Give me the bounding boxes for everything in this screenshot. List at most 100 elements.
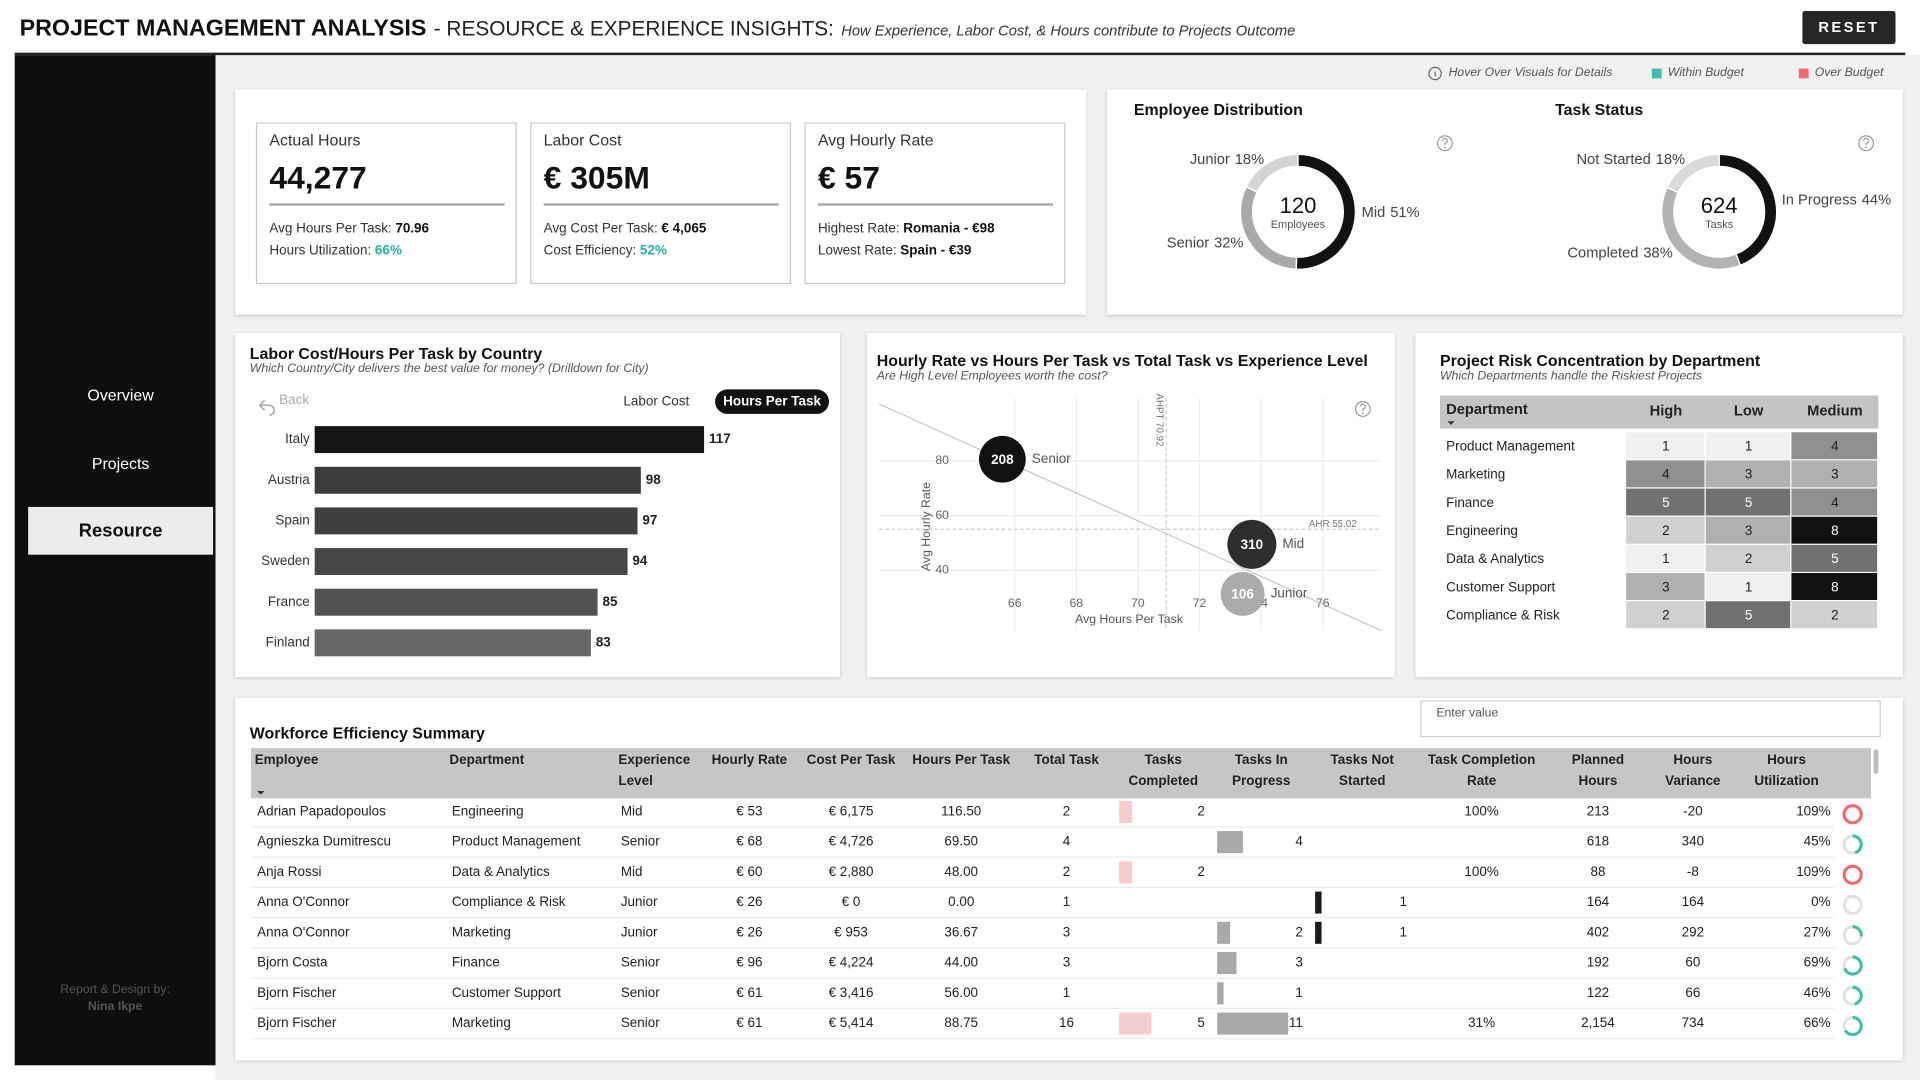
cell-text: 66%: [1804, 1015, 1831, 1030]
heat-cell: [1791, 573, 1878, 600]
kpi-detail: Avg Hours Per Task: 70.96: [269, 222, 429, 237]
bubble-name: Junior: [1271, 585, 1308, 600]
task-bar: [1217, 831, 1243, 854]
cell-text: 213: [1587, 803, 1609, 818]
cell-text: Mid: [621, 864, 643, 879]
toggle-button[interactable]: Hours Per Task: [715, 389, 829, 414]
cell-text: € 4,726: [829, 834, 874, 849]
cell-text: 56.00: [944, 985, 978, 1000]
cell-text: 27%: [1804, 924, 1831, 939]
heat-cell: [1705, 516, 1791, 544]
column-header: High: [1650, 403, 1683, 419]
chart-title: Labor Cost/Hours Per Task by Country: [249, 344, 543, 363]
cell-text: 164: [1682, 894, 1705, 909]
utilization-ring: [1842, 864, 1863, 885]
back-button[interactable]: Back: [279, 393, 310, 408]
cell-text: Customer Support: [452, 985, 561, 1000]
cell-value: 5: [1662, 495, 1669, 510]
y-tick-label: 60: [935, 508, 949, 522]
cell-text: 4: [1295, 834, 1303, 849]
cell-text: € 61: [736, 985, 762, 1000]
cell-text: Senior: [621, 1015, 660, 1030]
row-label: Finance: [1446, 495, 1494, 510]
row-label: Compliance & Risk: [1446, 607, 1560, 622]
bubble-name: Mid: [1282, 536, 1304, 551]
cell-text: Bjorn Costa: [257, 955, 328, 970]
slice-name: Not Started: [1576, 152, 1650, 168]
kpi-rule: [817, 203, 1054, 206]
chart-subtitle: Which Country/City delivers the best val…: [249, 362, 649, 376]
cell-text: 69%: [1804, 955, 1831, 970]
heat-cell: [1626, 601, 1705, 629]
kpi-detail-label: Lowest Rate:: [817, 243, 897, 259]
cell-text: 48.00: [944, 864, 978, 879]
help-icon-glyph: [1863, 137, 1870, 146]
help-icon: [1436, 135, 1453, 152]
donut-total-label: Employees: [1271, 219, 1326, 231]
cell-text: 2,154: [1581, 1015, 1615, 1030]
cell-text: € 61: [736, 1015, 762, 1030]
row-label: Customer Support: [1446, 579, 1555, 594]
chart-title: Project Risk Concentration by Department: [1440, 351, 1761, 370]
help-icon-dot: [1444, 146, 1446, 149]
cell-text: -8: [1687, 864, 1699, 879]
chart-subtitle: Which Departments handle the Riskiest Pr…: [1440, 369, 1703, 384]
bubble-name: Senior: [1032, 451, 1071, 466]
reset-button[interactable]: RESET: [1802, 11, 1896, 45]
cell-text: Agnieszka Dumitrescu: [257, 834, 391, 849]
cell-text: € 4,224: [829, 955, 874, 970]
value-label: 98: [646, 472, 661, 487]
heat-cell: [1791, 601, 1878, 629]
heat-cell: [1791, 488, 1878, 516]
cell-text: 1: [1295, 985, 1302, 1000]
legend-swatch: [1798, 68, 1809, 79]
info-icon: [1428, 66, 1442, 81]
cell-text: 31%: [1468, 1015, 1495, 1030]
cell-text: 2: [1197, 864, 1204, 879]
table-title: Workforce Efficiency Summary: [249, 723, 485, 743]
search-box[interactable]: Enter value: [1420, 700, 1881, 738]
x-tick-label: 72: [1193, 596, 1207, 610]
cell-text: Marketing: [452, 924, 511, 939]
slice-value: 51%: [1390, 205, 1419, 221]
utilization-ring: [1842, 985, 1863, 1006]
kpi-title: Avg Hourly Rate: [817, 131, 934, 150]
nav-item[interactable]: Projects: [91, 454, 150, 473]
cell-text: € 96: [736, 955, 762, 970]
slice-value: 38%: [1643, 246, 1672, 262]
cell-text: 2: [1063, 864, 1070, 879]
kpi-detail-value: Romania - €98: [903, 221, 995, 237]
cell-text: 1: [1399, 924, 1406, 939]
heat-cell: [1626, 488, 1705, 516]
nav-item[interactable]: Resource: [28, 506, 214, 555]
legend-swatch: [1651, 68, 1662, 79]
cell-value: 1: [1662, 551, 1669, 566]
cell-text: 36.67: [944, 924, 978, 939]
help-icon-dot: [1362, 412, 1364, 415]
tagline: How Experience, Labor Cost, & Hours cont…: [841, 22, 1296, 40]
row-label: Product Management: [1446, 439, 1575, 454]
heat-cell: [1705, 460, 1791, 488]
cell-value: 3: [1662, 579, 1669, 594]
nav-item[interactable]: Overview: [87, 385, 154, 405]
cell-text: 44.00: [944, 955, 978, 970]
cell-text: 734: [1682, 1015, 1705, 1030]
cell-text: 100%: [1464, 803, 1498, 818]
row-label: Marketing: [1446, 467, 1505, 482]
toggle-button[interactable]: Labor Cost: [623, 394, 690, 409]
cell-text: 88.75: [944, 1015, 978, 1030]
cell-text: Anja Rossi: [257, 864, 321, 879]
sort-icon: [1447, 421, 1455, 425]
row-label: Data & Analytics: [1446, 551, 1544, 566]
slice-name: In Progress: [1782, 192, 1857, 208]
cell-text: 402: [1587, 924, 1609, 939]
cell-text: 66: [1685, 985, 1700, 1000]
kpi-title: Labor Cost: [543, 131, 622, 150]
kpi-value: 44,277: [269, 159, 367, 196]
cell-text: € 68: [736, 834, 762, 849]
utilization-ring: [1842, 955, 1863, 976]
cell-value: 1: [1745, 439, 1752, 454]
title: PROJECT MANAGEMENT ANALYSIS: [19, 15, 427, 42]
help-icon: [1354, 401, 1371, 417]
